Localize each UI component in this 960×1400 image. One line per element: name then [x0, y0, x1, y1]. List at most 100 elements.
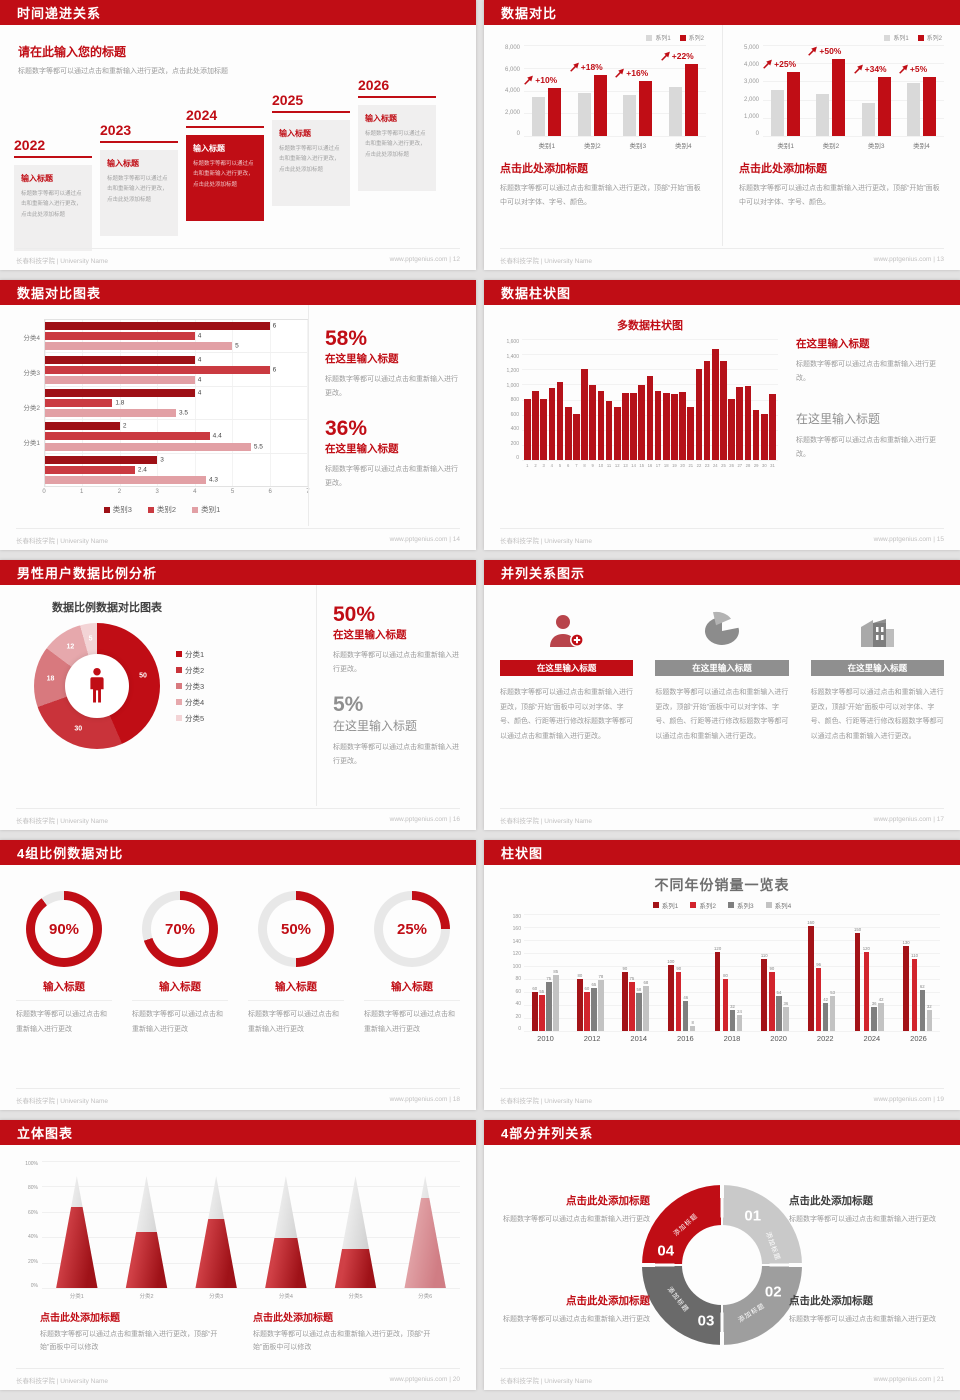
- x-tick-label: 3: [542, 463, 545, 468]
- plot-area: [522, 339, 778, 461]
- legend-swatch: [917, 34, 924, 41]
- ring-body: 标题数字等都可以通过点击和重新输入进行更改: [132, 1011, 223, 1033]
- timeline-year: 2022: [14, 137, 46, 153]
- slide-compare-chart[interactable]: 数据对比图表 分类4 分类3 分类2 分类1 6 4 5 4 6 4 4 1.8 3.5 2 4.4 5.5 3…: [0, 280, 476, 550]
- bar-group: 3 2.4 4.3: [45, 454, 307, 486]
- gridline: [42, 1262, 460, 1264]
- footer-left: 长春科技学院 | University Name: [16, 1377, 108, 1385]
- growth-label: +22%: [660, 50, 694, 61]
- ring-value: 90%: [48, 920, 80, 938]
- bar-group: 60 55 75 85: [532, 914, 559, 1031]
- gridline: [524, 90, 706, 92]
- growth-label: +5%: [898, 63, 927, 74]
- x-tick-label: 2016: [677, 1034, 694, 1043]
- bar-group: 90 75 58 68: [622, 914, 649, 1031]
- x-tick-label: 18: [663, 463, 669, 468]
- timeline-card-body: 标题数字等都可以通过点击和重新输入进行更改，点击此处添加标题: [21, 191, 82, 218]
- x-tick-label: 2018: [723, 1034, 741, 1043]
- value-label: 80: [577, 972, 583, 978]
- timeline-card: 输入标题 标题数字等都可以通过点击和重新输入进行更改，点击此处添加标题: [100, 150, 178, 236]
- slice-value-label: 30: [74, 725, 83, 733]
- bar: [822, 1003, 829, 1031]
- x-tick-label: 2014: [630, 1034, 648, 1043]
- ring-value: 25%: [396, 920, 428, 938]
- value-label: 60: [584, 985, 590, 991]
- caption-body: 标题数字等都可以通过点击和重新输入进行更改，顶部“开始”面板中可以修改: [253, 1331, 431, 1352]
- bar-with-label: 8: [689, 1020, 696, 1031]
- timeline-card-body: 标题数字等都可以通过点击和重新输入进行更改，点击此处添加标题: [193, 161, 254, 188]
- bar: [695, 368, 703, 460]
- slide-footer: 长春科技学院 | University Name www.pptgenius.c…: [16, 248, 460, 270]
- bar: [752, 409, 760, 460]
- y-tick-label: 80: [515, 976, 521, 983]
- timeline-card-title: 输入标题: [193, 144, 225, 153]
- caption-block: 点击此处添加标题 标题数字等都可以通过点击和重新输入进行更改，顶部“开始”面板中…: [253, 1309, 436, 1355]
- value-label: 90: [676, 966, 682, 971]
- slide-title: 时间递进关系: [17, 6, 102, 21]
- bar-with-label: 110: [911, 953, 918, 1031]
- bar-with-label: 36: [783, 1001, 789, 1031]
- slide-title: 并列关系图示: [501, 566, 586, 581]
- value-label: 90: [769, 966, 775, 971]
- y-tick-label: 1,200: [506, 368, 519, 374]
- y-tick-label: 100%: [25, 1161, 38, 1167]
- value-label: 65: [591, 982, 597, 988]
- bar-series2: [877, 77, 891, 136]
- parallel-column: 在这里输入标题 标题数字等都可以通过点击和重新输入进行更改，顶部“开始”面板中可…: [810, 607, 944, 745]
- slide-parallel-relation[interactable]: 并列关系图示 在这里输入标题 标题数字等都可以通过点击和重新输入进行更改，顶部“…: [484, 560, 960, 830]
- slide-ratio-rings[interactable]: 4组比例数据对比 90% 输入标题 标题数字等都可以通过点击和重新输入进行更改 …: [0, 840, 476, 1110]
- x-tick-label: 类别4: [913, 143, 930, 150]
- bar-with-label: 120: [863, 946, 870, 1031]
- slide-data-compare[interactable]: 数据对比 系列1 系列2 8,000 6,000 4,000 2,000 0 +10% +18%…: [484, 0, 960, 270]
- bar: 6: [45, 365, 276, 374]
- ring-title: 输入标题: [132, 979, 228, 1001]
- slide-four-part-relation[interactable]: 4部分并列关系 01 添加标题 02 添加标题 03 添加标题 04 添加标题 点击此处添加标…: [484, 1120, 960, 1390]
- slide-column-chart[interactable]: 数据柱状图 多数据柱状图 1,600 1,400 1,200 1,000 800 600 4…: [484, 280, 960, 550]
- bar-with-label: 160: [807, 920, 814, 1031]
- ring-hole: 70%: [151, 900, 209, 958]
- gridline: [524, 113, 706, 115]
- x-tick-label: 19: [672, 463, 677, 468]
- parallel-column: 在这里输入标题 标题数字等都可以通过点击和重新输入进行更改，顶部“开始”面板中可…: [655, 607, 789, 745]
- corner-title: 点击此处添加标题: [566, 1295, 650, 1307]
- plot-wrap: 分类1 分类2 分类3 分类4 分类5 分类6: [42, 1161, 460, 1300]
- bar: 4.3: [45, 475, 218, 484]
- stat-value: 50%: [333, 603, 376, 626]
- chart-body: 180 160 140 120 100 80 60 40 20 0 60 55 75 85 80 60 65 78…: [500, 914, 944, 1043]
- timeline-year: 2023: [100, 122, 132, 138]
- footer-left: 长春科技学院 | University Name: [500, 1377, 592, 1385]
- bar-group: +5%: [898, 45, 936, 136]
- gridline: [763, 81, 944, 83]
- slide-bar-chart[interactable]: 柱状图 不同年份销量一览表 系列1 系列2 系列3 系列4 180 160 140 120 10…: [484, 840, 960, 1110]
- legend-label: 类别2: [156, 505, 177, 514]
- y-tick-label: 20: [515, 1013, 521, 1020]
- cone-fill: [195, 1218, 237, 1288]
- timeline-year: 2026: [358, 77, 390, 93]
- person-icon: [90, 667, 104, 703]
- y-tick-label: 3,000: [743, 79, 759, 86]
- bar: [878, 1003, 884, 1031]
- slide-footer: 长春科技学院 | University Name www.pptgenius.c…: [500, 808, 944, 830]
- slide-timeline[interactable]: 时间递进关系 请在此输入您的标题 标题数字等都可以通过点击和重新输入进行更改，点…: [0, 0, 476, 270]
- y-tick-label: 0%: [30, 1282, 38, 1289]
- gridline: [522, 354, 778, 356]
- value-label: 4.4: [212, 432, 222, 440]
- slide-3d-chart[interactable]: 立体图表 100% 80% 60% 40% 20% 0% 分类1 分类2 分类3 分类4 分类5 分类…: [0, 1120, 476, 1390]
- slide-male-ratio[interactable]: 男性用户数据比例分析 数据比例数据对比图表 50 30 18 12 5 分类1 分类2 分类3…: [0, 560, 476, 830]
- chart-caption-title: 点击此处添加标题: [739, 163, 827, 175]
- gridline: [524, 952, 940, 954]
- y-tick-label: 100: [512, 963, 521, 970]
- legend-swatch: [652, 902, 659, 908]
- ring-item: 25% 输入标题 标题数字等都可以通过点击和重新输入进行更改: [364, 891, 460, 1037]
- y-tick-label: 400: [510, 426, 519, 432]
- bar: [776, 995, 782, 1031]
- footer-right: www.pptgenius.com | 21: [873, 1376, 944, 1383]
- legend-swatch: [176, 683, 182, 689]
- bar: [903, 945, 909, 1031]
- ring-item: 50% 输入标题 标题数字等都可以通过点击和重新输入进行更改: [248, 891, 344, 1037]
- x-tick-label: 0: [42, 489, 46, 495]
- x-tick-label: 分类3: [209, 1294, 224, 1300]
- chart-legend: 分类1 分类2 分类3 分类4 分类5: [176, 649, 204, 724]
- bar-with-label: 75: [629, 976, 635, 1031]
- column-header: 在这里输入标题: [655, 660, 789, 676]
